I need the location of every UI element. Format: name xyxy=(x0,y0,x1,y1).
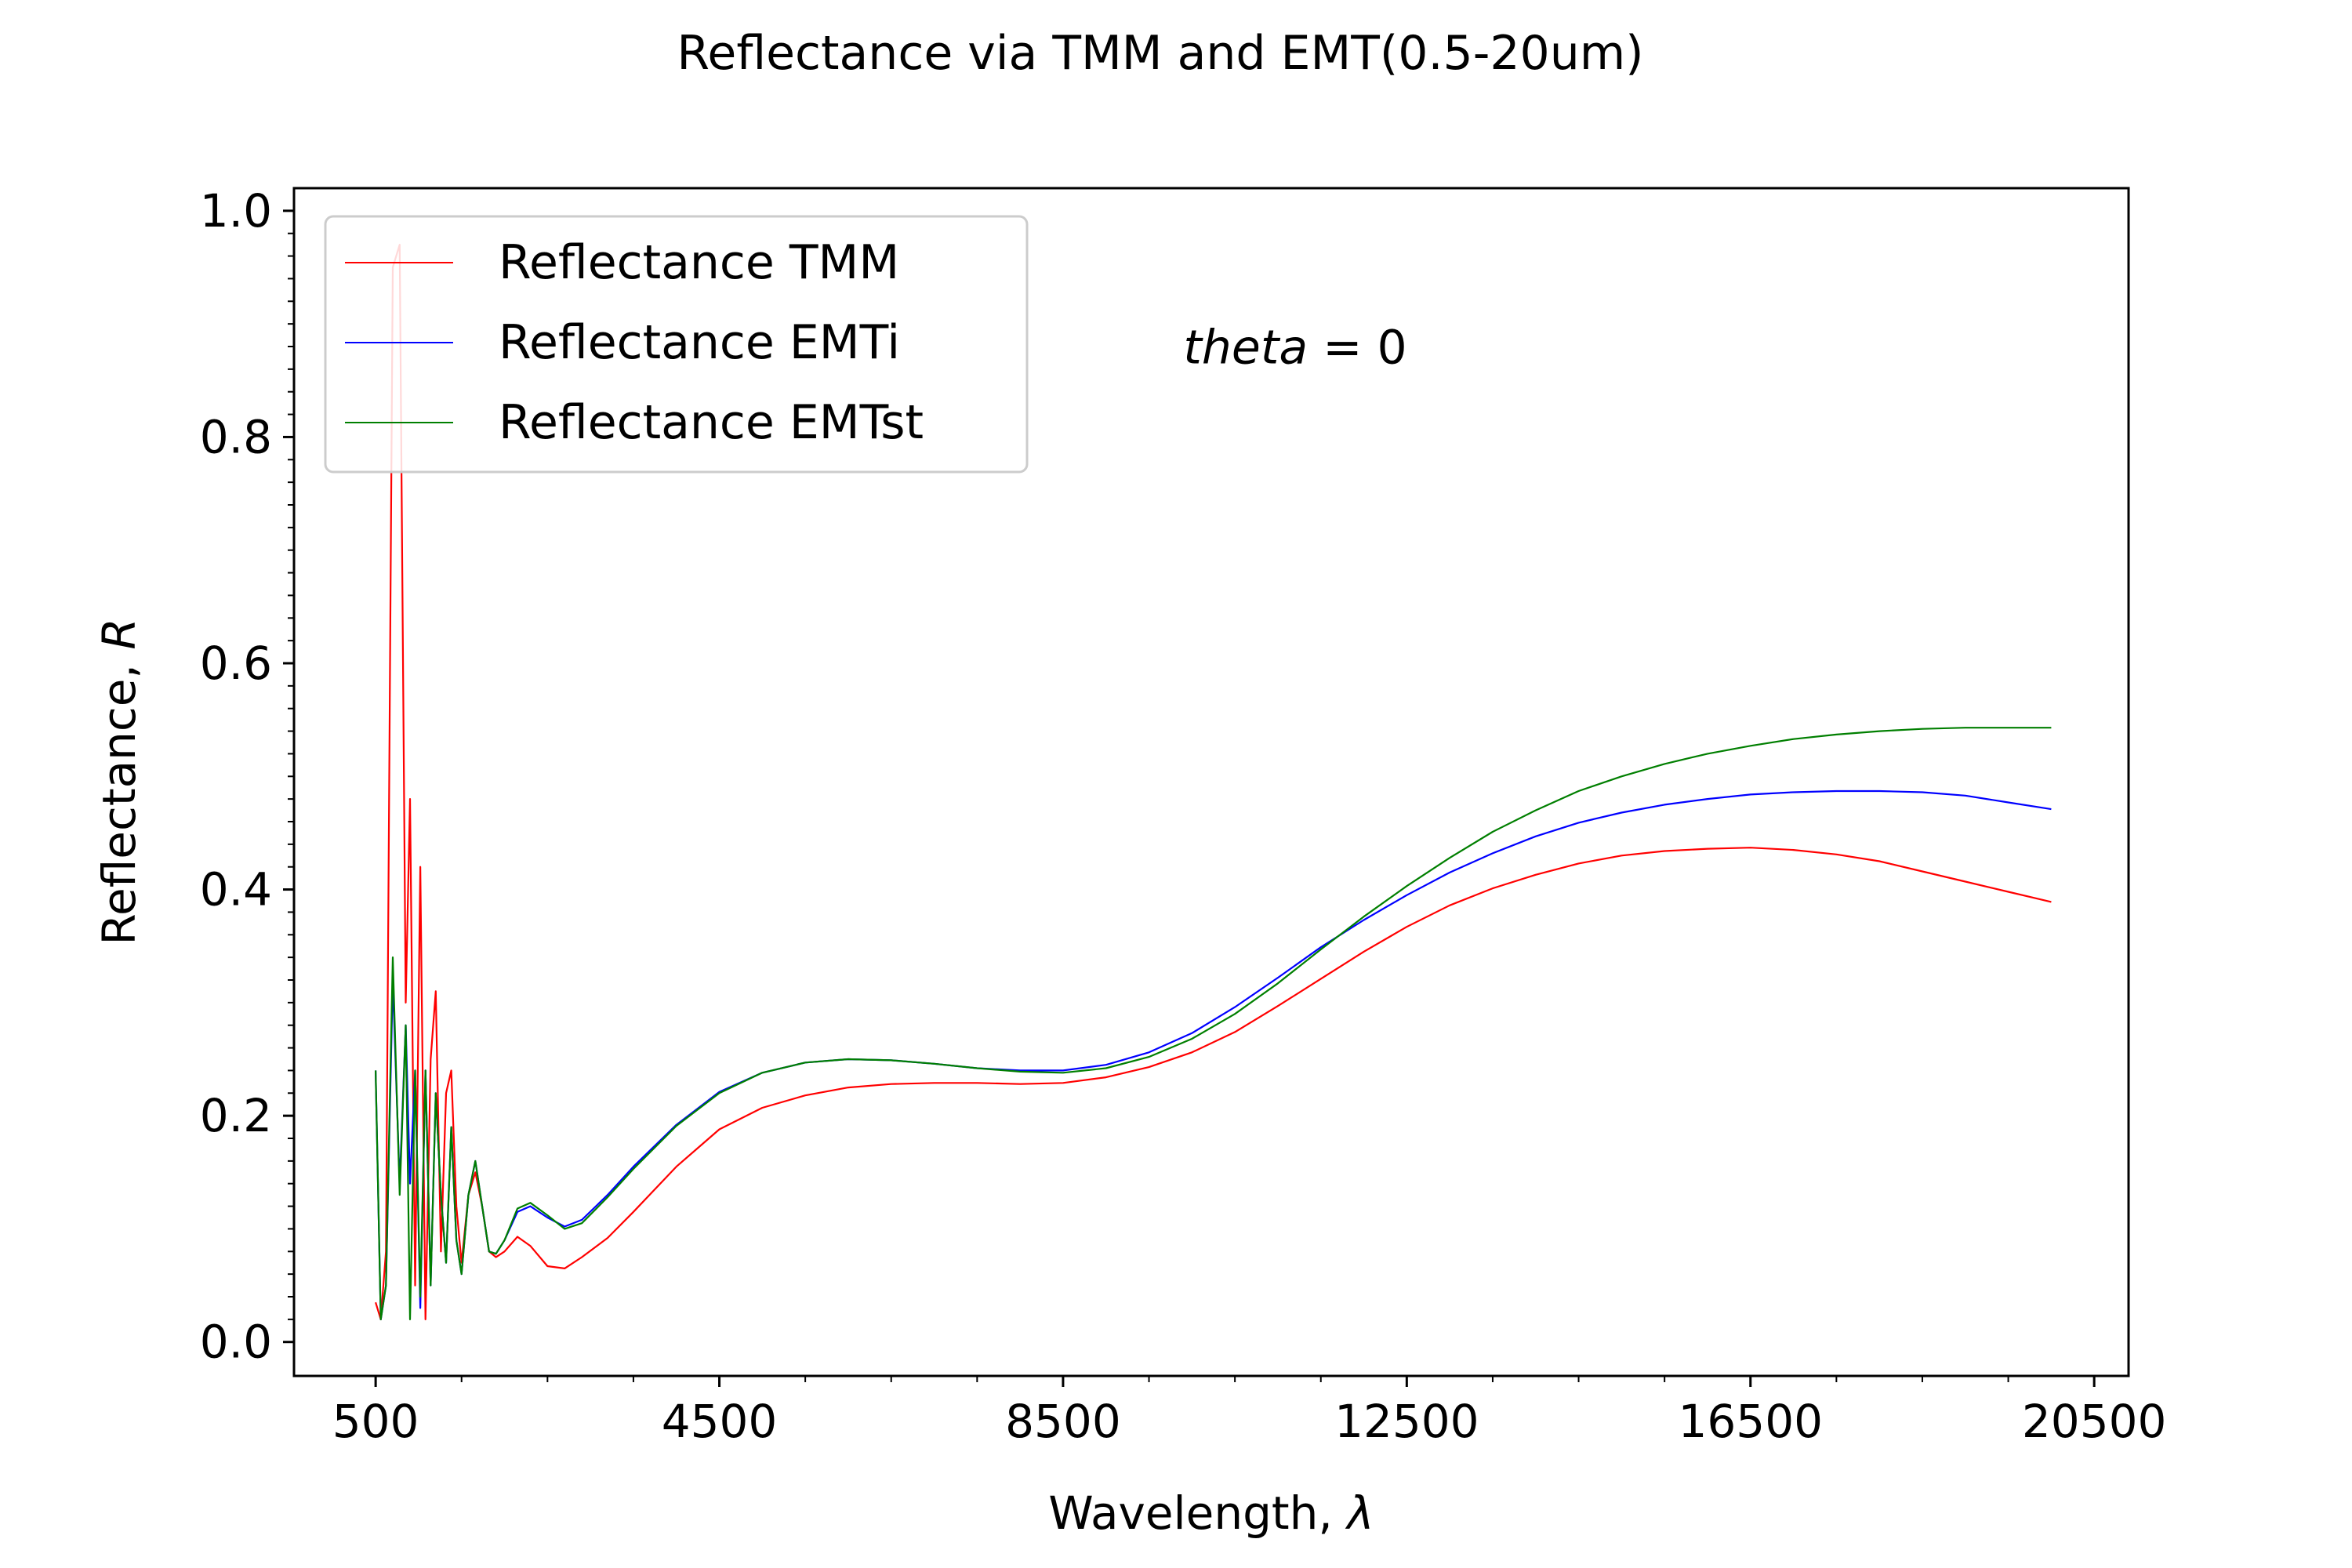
x-tick-label: 16500 xyxy=(1678,1395,1823,1448)
series-line-0 xyxy=(375,244,2052,1321)
legend-label-emti: Reflectance EMTi xyxy=(499,315,900,370)
x-ticks: 500 4500 8500 12500 16500 20500 xyxy=(332,1376,2167,1448)
plot-frame xyxy=(292,187,2130,1377)
y-tick-label: 0.2 xyxy=(200,1089,272,1142)
y-ticks: 0.0 0.2 0.4 0.6 0.8 1.0 xyxy=(200,184,294,1369)
x-tick-label: 8500 xyxy=(1005,1395,1121,1448)
y-tick-label: 0.8 xyxy=(200,410,272,463)
x-axis-symbol: λ xyxy=(1345,1486,1374,1540)
x-tick-label: 20500 xyxy=(2022,1395,2167,1448)
y-tick-label: 0.4 xyxy=(200,863,272,916)
y-axis-label: Reflectance, R xyxy=(93,618,146,945)
y-tick-label: 0.0 xyxy=(200,1316,272,1369)
legend-label-tmm: Reflectance TMM xyxy=(499,235,899,290)
legend-box xyxy=(324,215,1029,474)
x-axis-label: Wavelength, λ xyxy=(1048,1486,1374,1540)
chart-title: Reflectance via TMM and EMT(0.5-20um) xyxy=(677,26,1643,81)
series-line-1 xyxy=(375,789,2052,1321)
y-axis-label-text: Reflectance, xyxy=(93,650,146,946)
y-tick-label: 0.6 xyxy=(200,637,272,690)
legend-label-emtst: Reflectance EMTst xyxy=(499,395,924,450)
theta-annotation-symbol: theta xyxy=(1183,321,1308,376)
legend: Reflectance TMM Reflectance EMTi Reflect… xyxy=(324,215,1029,474)
theta-annotation-value: = 0 xyxy=(1308,321,1407,376)
x-axis-label-text: Wavelength, xyxy=(1048,1486,1347,1540)
axes: 500 4500 8500 12500 16500 20500 0.00.20.40.60… xyxy=(200,184,2167,1448)
x-tick-label: 4500 xyxy=(662,1395,778,1448)
series-line-2 xyxy=(375,727,2052,1321)
y-tick-label: 1.0 xyxy=(200,184,272,238)
y-axis-symbol: R xyxy=(93,618,146,649)
x-tick-label: 12500 xyxy=(1334,1395,1479,1448)
x-tick-label: 500 xyxy=(332,1395,419,1448)
theta-annotation: theta = 0 xyxy=(1183,321,1406,376)
series-layer xyxy=(375,244,2052,1321)
